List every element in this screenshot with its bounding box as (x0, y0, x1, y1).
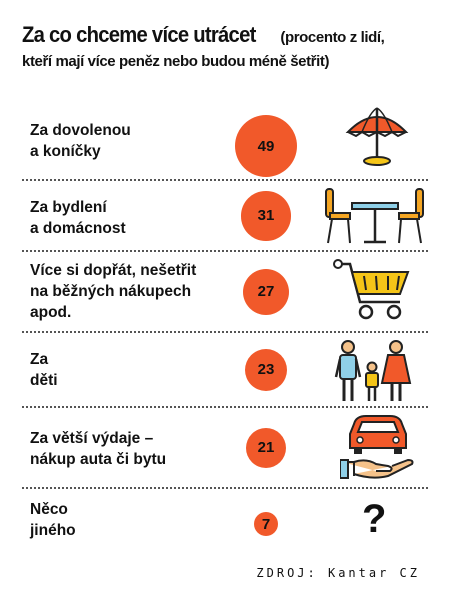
row-divider (22, 487, 428, 489)
title-sub: (procento z lidí, (280, 29, 385, 46)
row-label-line: Za větší výdaje – (30, 430, 154, 447)
row-label-line: nákup auta či bytu (30, 451, 167, 468)
value-bubble: 21 (245, 427, 287, 469)
value-bubble: 23 (244, 348, 288, 392)
row-label: Něco jiného (30, 499, 235, 541)
value-label: 31 (257, 207, 275, 225)
row-divider (22, 179, 428, 181)
shopping-cart-icon (333, 259, 410, 320)
beach-umbrella-icon (345, 107, 409, 166)
row-label-line: děti (30, 372, 58, 389)
title-sub-line2: kteří mají více peněz nebo budou méně še… (22, 53, 330, 71)
row-housing: Za bydlení a domácnost 31 (22, 181, 428, 251)
row-divider (22, 250, 428, 252)
value-label: 49 (257, 137, 275, 155)
value-bubble: 49 (235, 115, 297, 177)
chart-title: Za co chceme více utrácet (procento z li… (22, 22, 442, 71)
value-label: 21 (257, 439, 275, 457)
source-note: ZDROJ: Kantar CZ (256, 566, 420, 580)
row-label: Více si dopřát, nešetřit na běžných náku… (30, 260, 235, 323)
row-label-line: apod. (30, 304, 72, 321)
title-main: Za co chceme více utrácet (22, 22, 256, 47)
row-children: Za děti 23 (22, 333, 428, 407)
row-label: Za bydlení a domácnost (30, 197, 235, 239)
value-label: 23 (257, 361, 275, 379)
row-divider (22, 406, 428, 408)
row-vacation: Za dovolenou a koníčky 49 (22, 107, 428, 180)
row-label-line: a koníčky (30, 143, 101, 160)
row-label-line: Za dovolenou (30, 122, 131, 139)
row-everyday-shopping: Více si dopřát, nešetřit na běžných náku… (22, 252, 428, 332)
row-label-line: a domácnost (30, 220, 126, 237)
value-bubble: 7 (254, 512, 278, 536)
row-label-line: Za bydlení (30, 199, 107, 216)
row-label: Za dovolenou a koníčky (30, 120, 235, 162)
table-and-chairs-icon (325, 188, 424, 244)
value-label: 27 (257, 283, 275, 301)
value-bubble: 31 (241, 191, 291, 241)
car-on-hand-icon (340, 415, 414, 479)
row-label: Za větší výdaje – nákup auta či bytu (30, 428, 235, 470)
row-label-line: jiného (30, 522, 76, 539)
question-mark-icon: ? (362, 497, 387, 541)
family-icon (334, 340, 412, 401)
row-big-expenses: Za větší výdaje – nákup auta či bytu 21 (22, 408, 428, 488)
row-divider (22, 331, 428, 333)
row-label: Za děti (30, 349, 235, 391)
row-label-line: na běžných nákupech (30, 283, 192, 300)
row-label-line: Něco (30, 501, 68, 518)
value-label: 7 (261, 515, 271, 533)
row-other: Něco jiného 7 ? (22, 489, 428, 559)
row-label-line: Více si dopřát, nešetřit (30, 262, 197, 279)
row-label-line: Za (30, 351, 49, 368)
value-bubble: 27 (242, 268, 289, 315)
